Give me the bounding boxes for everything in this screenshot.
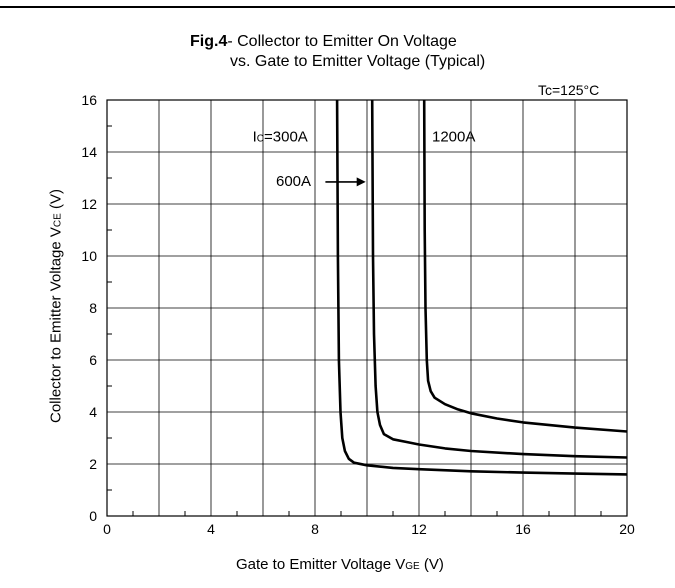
y-tick-label: 0 xyxy=(89,508,97,524)
y-tick-label: 16 xyxy=(81,92,97,108)
label-1200a: 1200A xyxy=(432,129,475,146)
arrow-600a-head xyxy=(356,177,366,187)
title-line-2: vs. Gate to Emitter Voltage (Typical) xyxy=(230,53,486,70)
x-tick-label: 8 xyxy=(311,521,319,537)
label-ic-300a: IC=300A xyxy=(253,129,308,146)
y-tick-label: 14 xyxy=(81,144,97,160)
x-tick-label: 0 xyxy=(103,521,111,537)
x-tick-label: 16 xyxy=(515,521,531,537)
temperature-condition: Tc=125°C xyxy=(538,82,600,98)
y-tick-label: 4 xyxy=(89,404,97,420)
x-tick-label: 12 xyxy=(411,521,427,537)
label-600a: 600A xyxy=(276,173,311,190)
x-axis-label-sub: GE xyxy=(405,561,420,572)
plot-frame xyxy=(106,99,628,517)
y-tick-label: 8 xyxy=(89,300,97,316)
curve-1200a xyxy=(422,99,628,433)
top-rule xyxy=(0,6,675,8)
figure-number: Fig.4 xyxy=(190,33,228,50)
y-tick-label: 2 xyxy=(89,456,97,472)
y-tick-label: 6 xyxy=(89,352,97,368)
title-line-1: - Collector to Emitter On Voltage xyxy=(227,33,457,50)
x-axis-label-main: Gate to Emitter Voltage V xyxy=(236,556,406,573)
x-tick-label: 20 xyxy=(619,521,635,537)
curve-600a xyxy=(370,99,628,459)
chart-title: Fig.4- Collector to Emitter On Voltage v… xyxy=(190,32,485,72)
y-tick-label: 12 xyxy=(81,196,97,212)
x-tick-label: 4 xyxy=(207,521,215,537)
y-axis-label-unit: (V) xyxy=(47,188,65,214)
y-axis-label-sub: CE xyxy=(52,213,64,228)
y-axis-label: Collector to Emitter Voltage VCE (V) xyxy=(48,189,65,423)
x-axis-label: Gate to Emitter Voltage VGE (V) xyxy=(236,556,444,573)
x-axis-label-unit: (V) xyxy=(419,556,444,573)
y-tick-label: 10 xyxy=(81,248,97,264)
y-axis-label-main: Collector to Emitter Voltage V xyxy=(47,227,65,424)
curve-ic300a xyxy=(335,99,628,476)
